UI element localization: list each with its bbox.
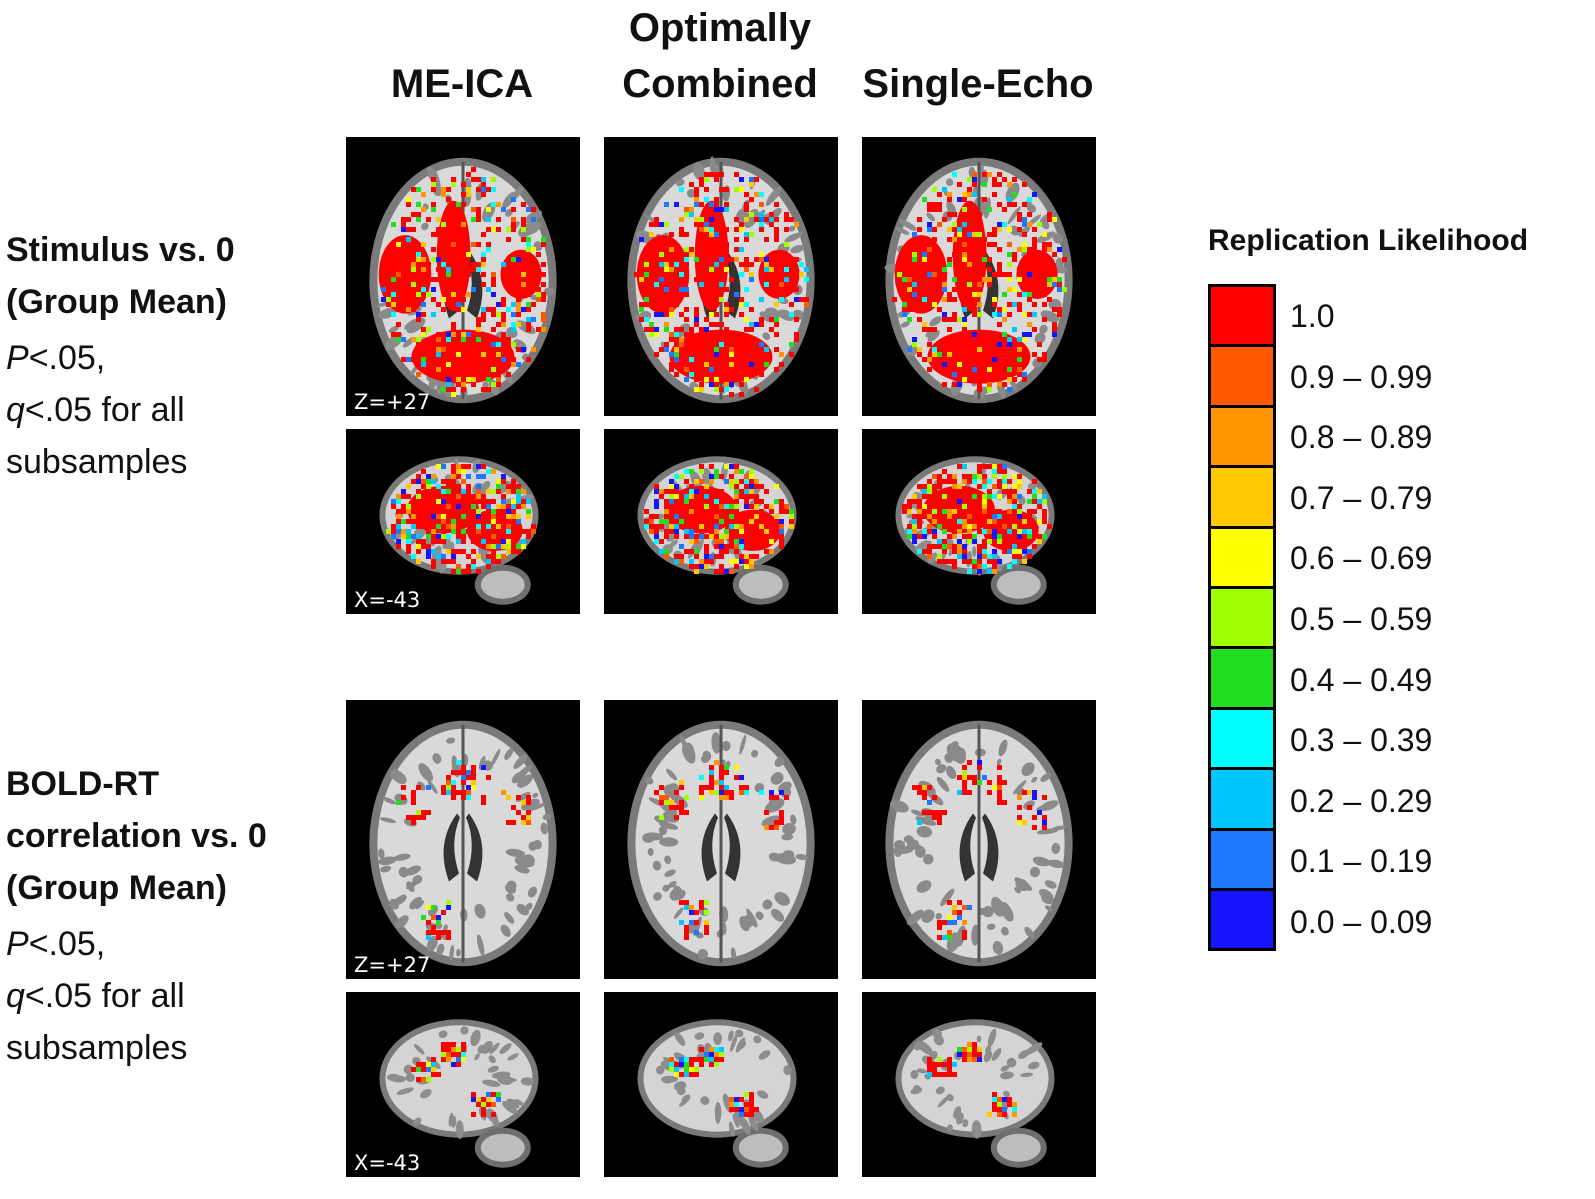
legend-swatch (1211, 528, 1273, 589)
column-header-line2: ME-ICA (390, 62, 534, 106)
sagittal-brain-image (379, 456, 539, 605)
column-header-line1 (853, 0, 1103, 56)
row-stat-q: q<.05 for all (6, 970, 326, 1022)
sagittal-brain-slice: X=-43 (346, 992, 580, 1177)
axial-brain-slice (604, 137, 838, 416)
legend-label: 0.6 – 0.69 (1290, 540, 1433, 577)
row-title-line3: (Group Mean) (6, 869, 227, 907)
legend-colorbar (1208, 284, 1276, 952)
row-title-line2: (Group Mean) (6, 283, 227, 321)
column-header-line2: Combined (622, 62, 818, 106)
row-title-line1: BOLD-RT (6, 765, 159, 803)
axial-brain-image (884, 157, 1073, 404)
legend-swatch (1211, 709, 1273, 771)
p-symbol: P (6, 925, 29, 963)
row-stat-subsamples: subsamples (6, 1029, 188, 1067)
axial-brain-image (369, 157, 557, 404)
axial-brain-slice: Z=+27 (346, 700, 580, 979)
sagittal-brain-slice (862, 992, 1096, 1177)
row-label-bold-rt: BOLD-RT correlation vs. 0 (Group Mean) P… (6, 758, 326, 1074)
sagittal-coordinate-label: X=-43 (354, 588, 421, 612)
sagittal-brain-slice (604, 992, 838, 1177)
p-symbol: P (6, 339, 29, 377)
legend-label: 0.8 – 0.89 (1290, 419, 1433, 456)
sagittal-brain-image (637, 456, 797, 605)
legend-label: 0.5 – 0.59 (1290, 601, 1433, 637)
legend-swatch (1211, 588, 1273, 650)
q-threshold: <.05 for all (24, 977, 185, 1015)
q-threshold: <.05 for all (24, 391, 185, 429)
p-threshold: <.05, (28, 339, 106, 377)
row-title-line2: correlation vs. 0 (6, 817, 267, 855)
column-header-line1 (337, 0, 587, 56)
legend-swatch (1211, 890, 1273, 949)
legend-swatch (1211, 287, 1273, 348)
q-symbol: q (6, 977, 25, 1015)
legend-label: 0.3 – 0.39 (1290, 722, 1433, 759)
column-header-me-ica: ME-ICA (337, 0, 587, 112)
legend-swatch (1211, 468, 1273, 529)
row-stat-q: q<.05 for all (6, 384, 326, 436)
legend-label: 0.2 – 0.29 (1290, 782, 1433, 819)
legend-swatch (1211, 830, 1273, 891)
legend-label: 0.7 – 0.79 (1290, 479, 1433, 516)
q-symbol: q (6, 391, 25, 429)
sagittal-brain-slice (604, 429, 838, 614)
column-header-single-echo: Single-Echo (853, 0, 1103, 112)
sagittal-coordinate-label: X=-43 (354, 1151, 421, 1175)
axial-brain-slice: Z=+27 (346, 137, 580, 416)
legend-label: 0.1 – 0.19 (1290, 843, 1433, 880)
axial-brain-image (627, 156, 815, 404)
legend-label: 0.9 – 0.99 (1290, 358, 1433, 395)
column-header-line1: Optimally (628, 6, 812, 50)
axial-brain-image (369, 720, 557, 967)
sagittal-brain-image (895, 1019, 1055, 1168)
sagittal-brain-slice (862, 429, 1096, 614)
legend-swatch (1211, 649, 1273, 710)
legend-label: 1.0 (1290, 298, 1335, 334)
legend-label: 0.0 – 0.09 (1290, 904, 1433, 940)
legend-swatch (1211, 770, 1273, 831)
legend-swatch (1211, 347, 1273, 408)
row-stat-p: P<.05, (6, 332, 326, 384)
axial-coordinate-label: Z=+27 (354, 953, 431, 977)
axial-brain-slice (862, 137, 1096, 416)
legend-title: Replication Likelihood (1208, 224, 1529, 257)
legend-swatch (1211, 407, 1273, 469)
p-threshold: <.05, (28, 925, 106, 963)
sagittal-brain-image (895, 456, 1055, 605)
column-header-optimally-combined: Optimally Combined (595, 0, 845, 112)
row-stat-subsamples: subsamples (6, 443, 188, 481)
legend-label: 0.4 – 0.49 (1290, 661, 1433, 698)
column-header-line2: Single-Echo (862, 62, 1094, 106)
row-label-stimulus: Stimulus vs. 0 (Group Mean) P<.05, q<.05… (6, 224, 326, 488)
row-stat-p: P<.05, (6, 918, 326, 970)
axial-brain-image (885, 720, 1073, 967)
sagittal-brain-image (379, 1019, 539, 1168)
axial-coordinate-label: Z=+27 (354, 390, 431, 414)
row-title-line1: Stimulus vs. 0 (6, 231, 235, 269)
axial-brain-slice (604, 700, 838, 979)
axial-brain-slice (862, 700, 1096, 979)
axial-brain-image (627, 720, 815, 967)
sagittal-brain-slice: X=-43 (346, 429, 580, 614)
sagittal-brain-image (637, 1019, 797, 1168)
